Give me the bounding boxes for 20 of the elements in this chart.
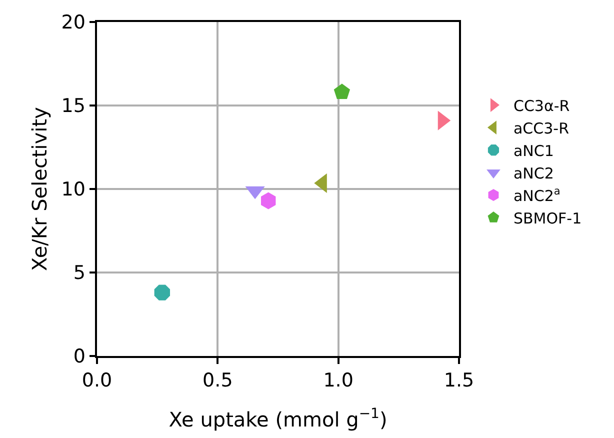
y-tick-label: 0 [73, 346, 86, 368]
legend-label: aNC2$^{a}$ [513, 186, 560, 205]
legend-label: aNC1 [513, 142, 554, 160]
y-axis-title: Xe/Kr Selectivity [28, 106, 52, 271]
legend-label: CC3α-R [513, 96, 570, 115]
x-tick-label: 0.0 [82, 370, 112, 392]
x-tick-label: 0.5 [202, 370, 233, 392]
y-tick-label: 15 [61, 95, 86, 118]
legend-label: SBMOF-1 [513, 209, 582, 228]
legend-label: aCC3-R [513, 119, 570, 138]
x-tick-label: 1.5 [444, 370, 474, 392]
point [334, 84, 350, 100]
point [260, 192, 276, 210]
x-tick-label: 1.0 [323, 370, 354, 392]
legend-label: aNC2 [513, 164, 554, 182]
point [154, 284, 170, 300]
y-tick-label: 5 [73, 262, 86, 284]
y-tick-label: 20 [61, 12, 86, 34]
x-axis-title: Xe uptake (mmol g$^{−1}$) [168, 406, 388, 432]
y-tick-label: 10 [61, 178, 86, 201]
